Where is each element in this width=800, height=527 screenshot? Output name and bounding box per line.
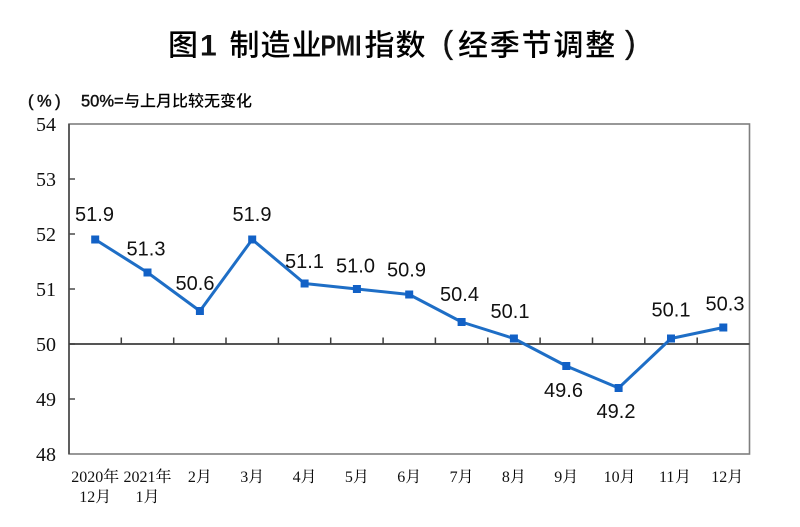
svg-text:3: 3 [240, 469, 248, 486]
svg-text:): ) [625, 25, 636, 61]
svg-text:53: 53 [36, 169, 56, 191]
svg-text:9: 9 [554, 469, 562, 486]
svg-text:11: 11 [659, 469, 674, 486]
svg-text:(%): (%) [28, 93, 64, 111]
svg-text:54: 54 [36, 114, 56, 136]
svg-text:12: 12 [711, 469, 727, 486]
svg-text:4: 4 [293, 469, 301, 486]
svg-text:12: 12 [79, 489, 95, 506]
svg-text:51.9: 51.9 [75, 204, 114, 226]
svg-text:2021: 2021 [124, 469, 156, 486]
svg-text:6: 6 [397, 469, 405, 486]
svg-text:48: 48 [36, 444, 56, 466]
svg-text:51.9: 51.9 [233, 204, 272, 226]
svg-text:51: 51 [36, 279, 56, 301]
svg-text:7: 7 [450, 469, 458, 486]
svg-text:49: 49 [36, 389, 56, 411]
svg-text:2: 2 [188, 469, 196, 486]
svg-text:50.6: 50.6 [176, 273, 215, 295]
svg-text:50.4: 50.4 [440, 284, 479, 306]
svg-text:49.2: 49.2 [597, 401, 636, 423]
svg-text:5: 5 [345, 469, 353, 486]
svg-text:1: 1 [136, 489, 144, 506]
svg-text:52: 52 [36, 224, 56, 246]
svg-text:50.3: 50.3 [706, 294, 745, 316]
svg-text:10: 10 [604, 469, 620, 486]
svg-text:50.1: 50.1 [491, 301, 530, 323]
svg-text:1: 1 [200, 30, 217, 63]
svg-text:50%=: 50%= [81, 93, 124, 111]
svg-text:51.1: 51.1 [285, 251, 324, 273]
svg-text:51.3: 51.3 [127, 239, 166, 261]
svg-text:51.0: 51.0 [336, 256, 375, 278]
svg-text:50.1: 50.1 [652, 300, 691, 322]
svg-text:50: 50 [36, 334, 56, 356]
svg-text:50.9: 50.9 [387, 260, 426, 282]
svg-text:(: ( [443, 25, 454, 61]
svg-text:49.6: 49.6 [544, 380, 583, 402]
svg-text:8: 8 [502, 469, 510, 486]
svg-text:PMI: PMI [321, 31, 362, 63]
svg-text:2020: 2020 [71, 469, 103, 486]
